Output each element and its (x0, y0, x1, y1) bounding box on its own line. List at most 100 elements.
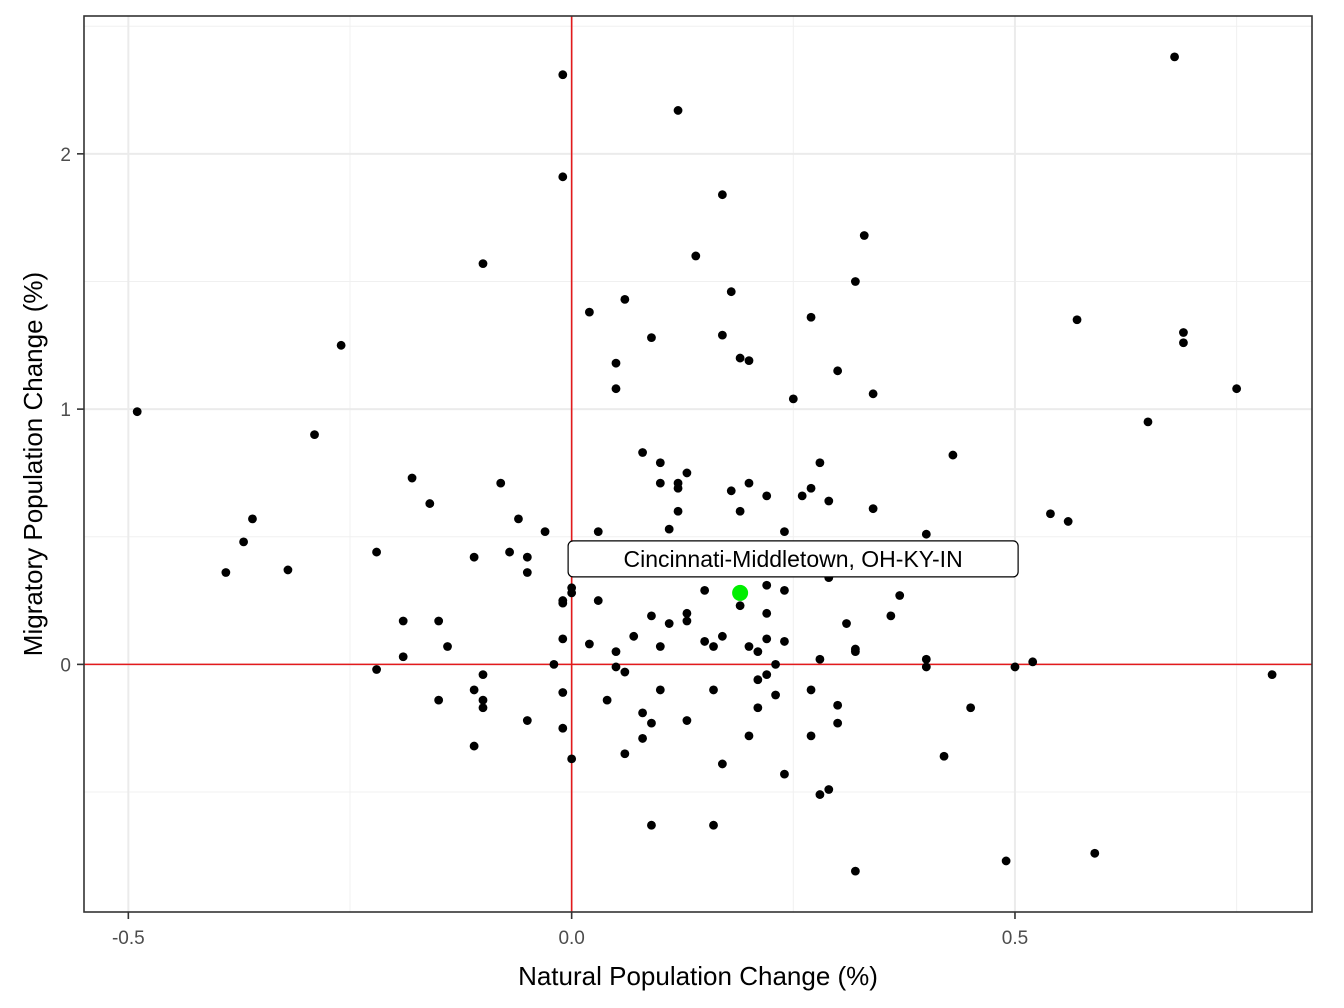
data-point (540, 527, 550, 537)
data-point (868, 504, 878, 514)
data-point (602, 695, 612, 705)
data-point (620, 294, 630, 304)
data-point (1001, 856, 1011, 866)
data-point (398, 652, 408, 662)
x-axis-ticks: -0.5 0.0 0.5 (112, 912, 1028, 949)
data-point (522, 568, 532, 577)
data-point (620, 749, 630, 759)
data-point (806, 685, 816, 695)
highlight-label-box (567, 540, 1019, 578)
data-point (762, 580, 772, 590)
data-point (593, 527, 603, 537)
data-point (611, 662, 621, 672)
data-point (850, 647, 860, 657)
y-tick-label: 0 (60, 655, 71, 676)
data-point (744, 478, 754, 488)
data-point (638, 448, 647, 457)
data-point (620, 667, 630, 677)
data-point (709, 642, 718, 651)
y-axis-ticks: 0 1 2 (60, 145, 84, 676)
data-point (717, 330, 727, 340)
data-point (505, 547, 514, 557)
data-point (1143, 417, 1153, 427)
data-points (132, 52, 1277, 876)
data-point (1010, 662, 1020, 672)
data-point (762, 634, 772, 644)
data-point (771, 659, 780, 669)
data-point (700, 585, 710, 595)
data-point (895, 591, 905, 600)
data-point (806, 731, 816, 741)
data-point (1028, 657, 1038, 667)
data-point (850, 277, 860, 286)
data-point (664, 524, 674, 534)
data-point (434, 695, 444, 705)
data-point (522, 716, 532, 725)
data-point (753, 703, 763, 713)
data-point (762, 608, 772, 618)
data-point (469, 552, 479, 562)
data-point (425, 499, 435, 508)
data-point (239, 537, 248, 547)
data-point (673, 483, 683, 493)
data-point (248, 514, 257, 524)
data-point (717, 190, 727, 200)
data-point (522, 552, 532, 562)
data-point (478, 703, 488, 713)
data-point (700, 637, 710, 646)
data-point (611, 647, 621, 657)
data-point (921, 654, 931, 664)
highlight-label: Cincinnati-Middletown, OH-KY-IN (624, 546, 963, 572)
data-point (629, 631, 639, 641)
data-point (966, 703, 976, 713)
data-point (584, 639, 594, 649)
x-tick-label: 0.0 (558, 928, 584, 949)
minor-gridlines (84, 16, 1312, 912)
data-point (434, 616, 444, 626)
data-point (655, 478, 665, 488)
data-point (788, 394, 798, 404)
data-point (1072, 315, 1082, 325)
data-point (283, 565, 293, 575)
data-point (762, 491, 772, 501)
data-point (647, 333, 656, 343)
data-point (726, 287, 736, 297)
data-point (1179, 338, 1188, 348)
data-point (221, 568, 231, 577)
data-point (558, 598, 568, 608)
y-axis-title: Migratory Population Change (%) (18, 272, 48, 656)
data-point (558, 172, 568, 182)
data-point (939, 751, 949, 761)
data-point (1046, 509, 1055, 519)
data-point (1170, 52, 1179, 62)
data-point (611, 358, 621, 368)
data-point (558, 70, 568, 80)
data-point (558, 634, 568, 644)
highlight-point (732, 584, 749, 601)
data-point (638, 734, 647, 743)
data-point (824, 496, 834, 506)
data-point (842, 619, 851, 628)
data-point (780, 527, 789, 537)
data-point (726, 486, 736, 496)
data-point (744, 356, 754, 366)
data-point (709, 685, 718, 695)
data-point (647, 611, 656, 621)
data-point (655, 642, 665, 651)
data-point (815, 654, 825, 664)
data-point (655, 458, 665, 468)
data-point (709, 820, 718, 830)
data-point (558, 688, 568, 697)
data-point (682, 616, 692, 626)
data-point (717, 631, 727, 641)
data-point (567, 588, 577, 598)
data-point (1090, 848, 1100, 858)
data-point (567, 754, 577, 764)
data-point (762, 670, 772, 679)
data-point (815, 458, 825, 468)
data-point (806, 312, 816, 322)
x-tick-label: -0.5 (112, 928, 145, 949)
data-point (735, 506, 745, 516)
